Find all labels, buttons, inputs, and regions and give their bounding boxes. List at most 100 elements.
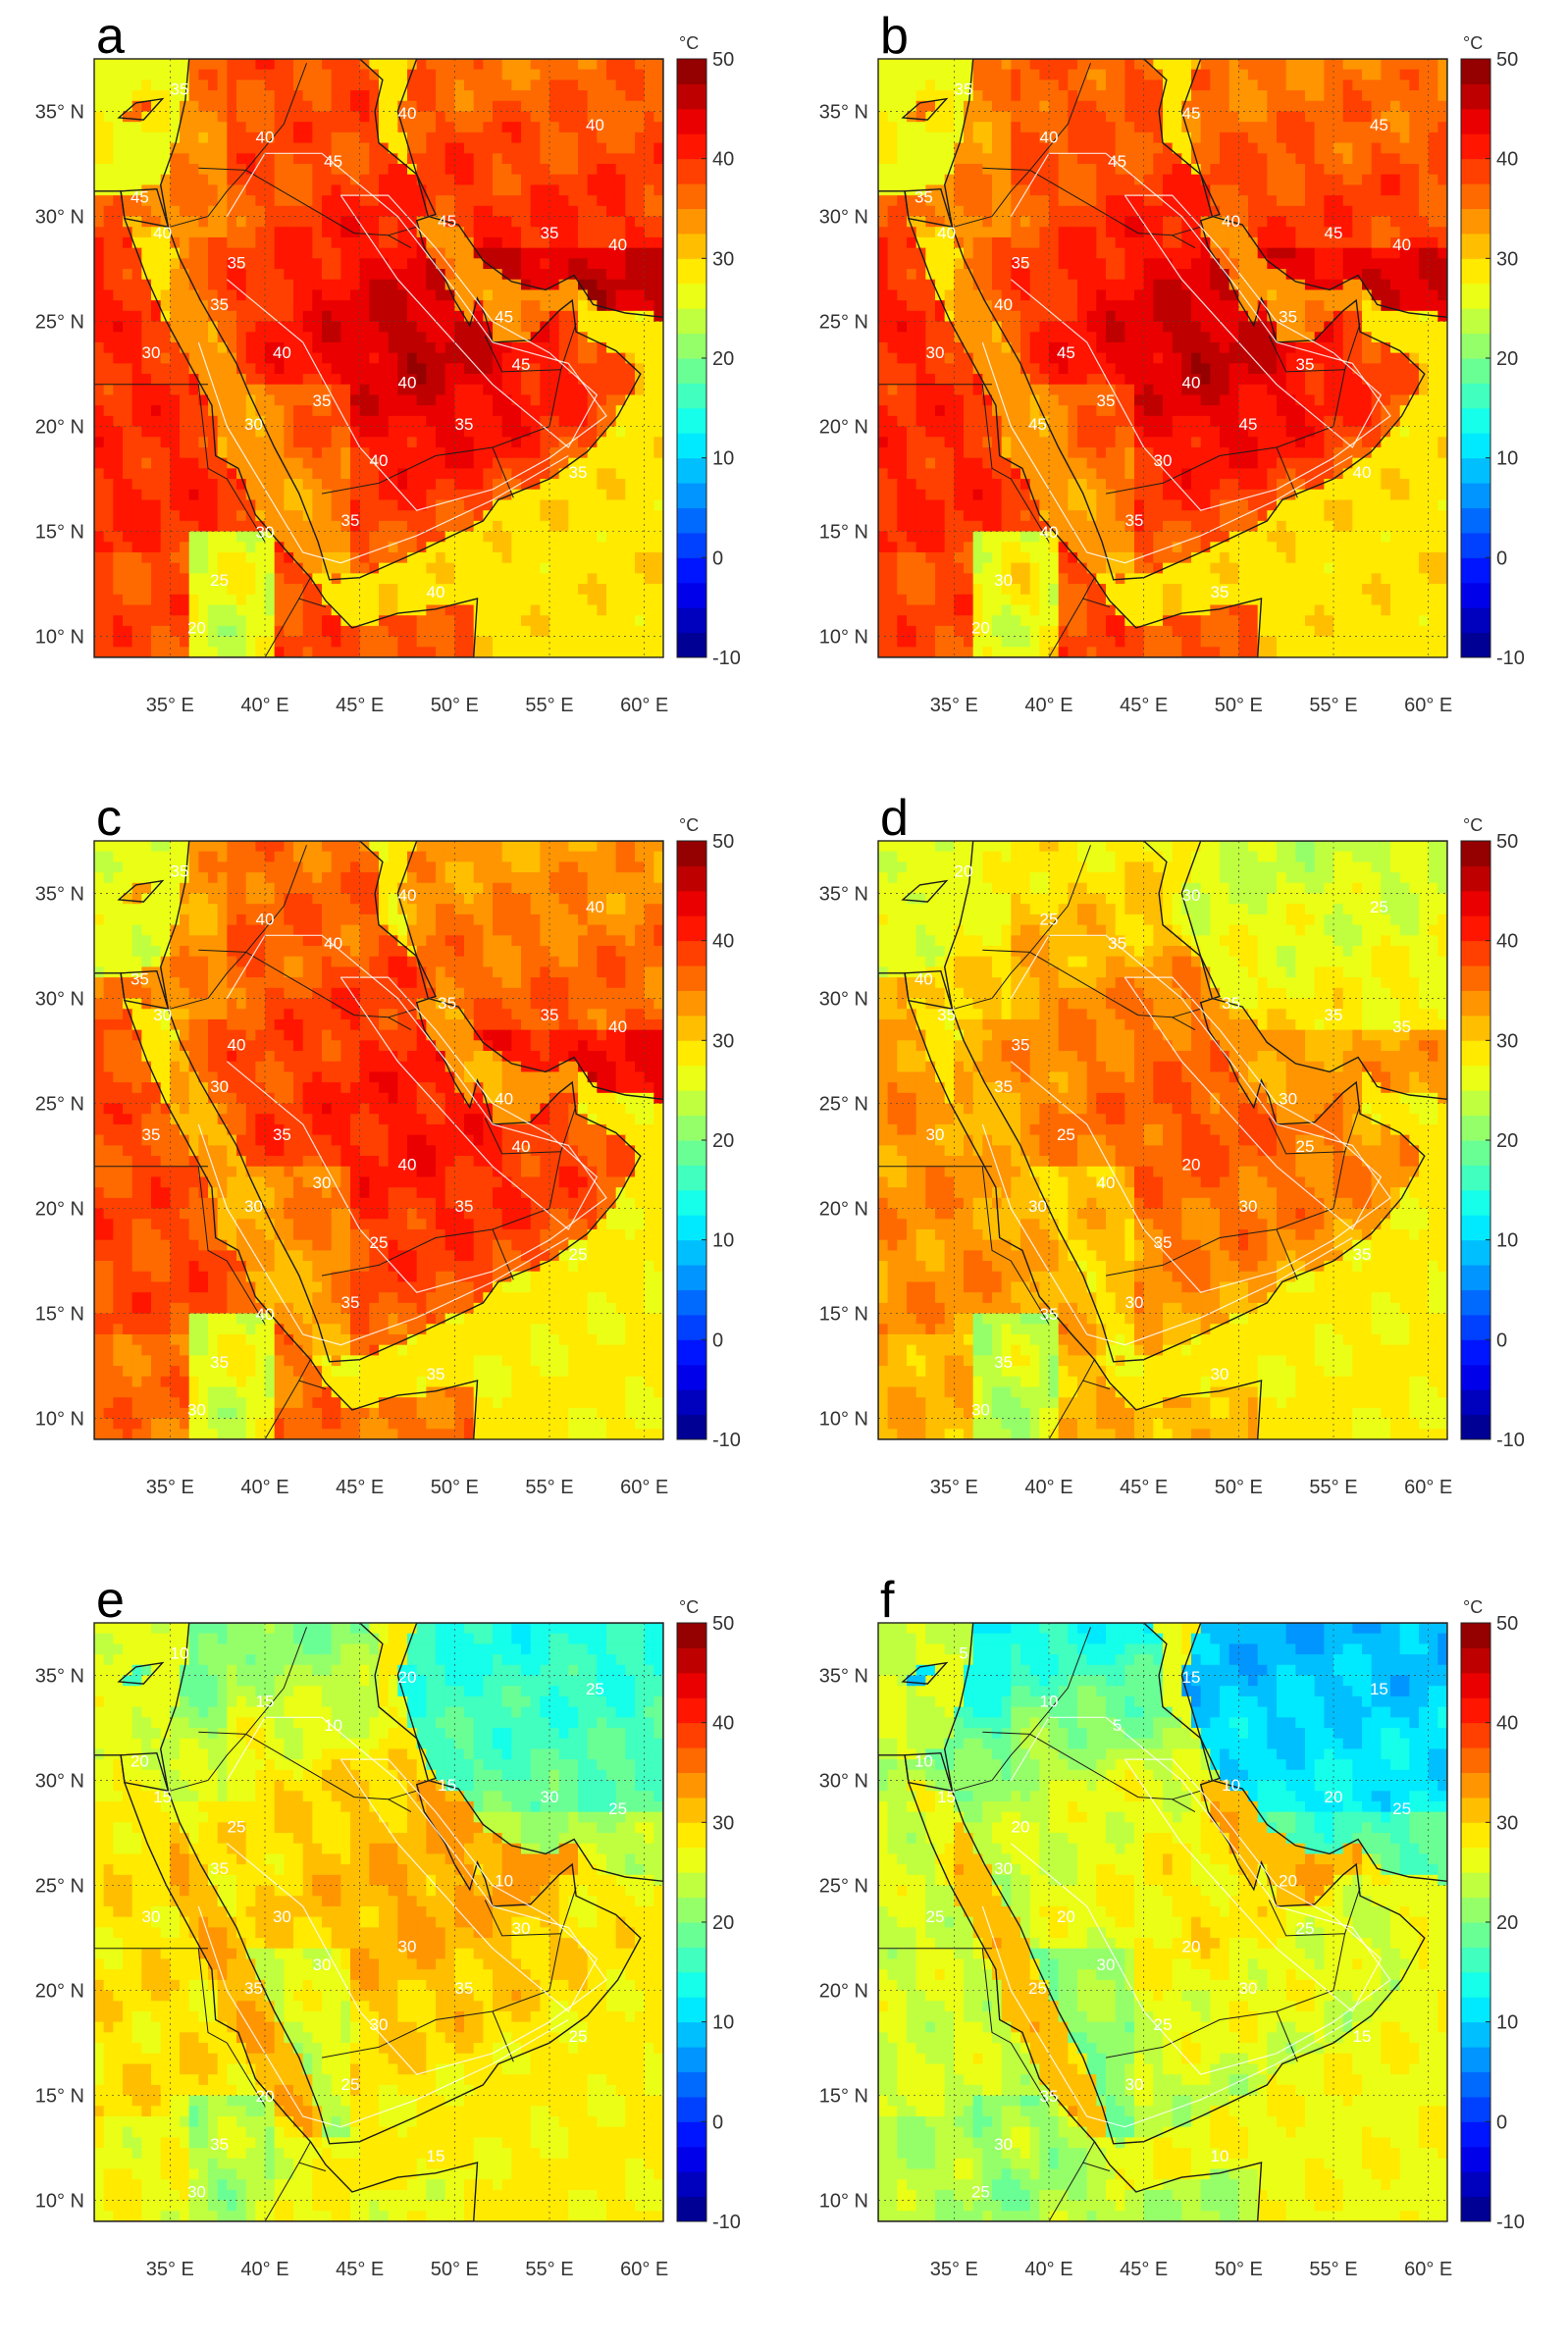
colorbar-unit: °C — [1463, 815, 1483, 835]
contour-label: 35 — [455, 1979, 474, 1998]
contour-label: 35 — [244, 1979, 263, 1998]
country-border — [954, 170, 1031, 228]
colorbar-swatch — [677, 557, 706, 584]
colorbar-tick-label: 10 — [712, 2012, 734, 2034]
contour-label: 40 — [398, 104, 417, 123]
colorbar-tick-label: 20 — [1496, 1912, 1518, 1934]
lat-tick-label: 10° N — [819, 1409, 868, 1431]
colorbar-swatch — [677, 258, 706, 285]
contour-label: 40 — [228, 1036, 246, 1055]
lon-tick-label: 50° E — [1215, 695, 1263, 716]
contour-label: 25 — [1154, 2015, 1173, 2034]
contour-label: 15 — [937, 1788, 956, 1806]
contour-label: 30 — [210, 1077, 229, 1096]
colorbar-swatch — [677, 2071, 706, 2098]
panel-svg: 3540454540354545403540353040454535303540… — [819, 8, 1525, 716]
lat-tick-label: 15° N — [819, 522, 868, 544]
contour-label: 20 — [971, 619, 990, 638]
contour-label: 40 — [398, 1156, 417, 1174]
colorbar-swatch — [1461, 407, 1490, 434]
lat-tick-label: 30° N — [819, 207, 868, 229]
colorbar-swatch — [677, 507, 706, 534]
colorbar-swatch — [1461, 308, 1490, 335]
colorbar-swatch — [1461, 1971, 1490, 1998]
contour-lines — [197, 1716, 607, 2128]
contour-label: 30 — [512, 1919, 531, 1938]
contour-labels: 1015102015102530252015253035303530302520… — [131, 1644, 627, 2202]
country-border — [981, 1166, 1050, 1325]
contour-label: 30 — [926, 1125, 945, 1144]
colorbar-swatch — [1461, 2146, 1490, 2172]
map-panel-c: 35 40 40 40 35 40 40 35 40 35 30 40 35 30 35 30 30 25 35 40… — [0, 782, 784, 1564]
contour-label: 15 — [427, 2147, 445, 2165]
country-border — [245, 1733, 417, 1800]
colorbar-tick-label: 40 — [712, 1713, 734, 1735]
colorbar-swatch — [1461, 1847, 1490, 1873]
temperature-field — [878, 1623, 1447, 2221]
coastline — [117, 1661, 165, 1685]
contour-label: 20 — [1325, 1788, 1343, 1806]
contour-label: 35 — [937, 1006, 956, 1024]
country-border — [981, 384, 1050, 543]
colorbar-swatch — [1461, 283, 1490, 309]
contour-label: 35 — [1097, 391, 1116, 410]
contour-label: 45 — [1370, 116, 1388, 134]
colorbar-swatch — [1461, 965, 1490, 991]
gridlines — [878, 59, 1447, 657]
contour-label: 30 — [926, 343, 945, 362]
contour-label: 30 — [187, 2183, 206, 2202]
lon-tick-label: 40° E — [240, 1477, 288, 1498]
colorbar-swatch — [677, 1822, 706, 1849]
temperature-field — [94, 1623, 663, 2221]
contour-line — [981, 1905, 1353, 2128]
contour-line — [197, 1905, 569, 2128]
colorbar-swatch — [1461, 2021, 1490, 2048]
colorbar-swatch — [677, 582, 706, 608]
contour-label: 25 — [971, 2183, 990, 2202]
colorbar-tick-label: -10 — [712, 1430, 741, 1451]
contour-label: 25 — [586, 1680, 604, 1698]
colorbar-swatch — [1461, 383, 1490, 409]
contour-line — [1010, 1716, 1391, 2075]
colorbar-swatch — [1461, 582, 1490, 608]
contour-label: 30 — [1239, 1197, 1258, 1216]
temperature-field — [94, 841, 663, 1439]
contour-line — [340, 1758, 599, 2012]
lat-tick-label: 30° N — [35, 989, 84, 1011]
colorbar-tick-label: 30 — [1496, 1812, 1518, 1834]
contour-label: 30 — [273, 1907, 291, 1926]
contour-label: 45 — [1325, 224, 1343, 242]
colorbar-swatch — [677, 283, 706, 309]
contour-labels: 3540404035404035403530403530353030253540… — [131, 862, 627, 1420]
contour-label: 35 — [1012, 254, 1030, 273]
country-border — [1048, 2162, 1084, 2221]
contour-line — [226, 152, 607, 511]
colorbar-swatch — [677, 1289, 706, 1316]
contour-line — [197, 1123, 569, 1346]
colorbar-swatch — [677, 1414, 706, 1440]
country-border — [388, 235, 412, 249]
lon-tick-label: 45° E — [336, 695, 384, 716]
colorbar-tick-label: 10 — [1496, 448, 1518, 470]
country-border — [198, 845, 307, 953]
contour-label: 35 — [210, 295, 229, 314]
colorbar-tick-label: -10 — [1496, 1430, 1525, 1451]
colorbar-swatch — [677, 433, 706, 459]
country-border — [264, 598, 300, 657]
colorbar-swatch — [1461, 483, 1490, 508]
lon-tick-label: 40° E — [1024, 695, 1072, 716]
contour-label: 35 — [1279, 307, 1297, 326]
colorbar-swatch — [677, 1389, 706, 1416]
contour-label: 40 — [1353, 463, 1372, 482]
colorbar-swatch — [1461, 507, 1490, 534]
lon-tick-label: 45° E — [1120, 2259, 1168, 2280]
colorbar-swatch — [1461, 1090, 1490, 1117]
colorbar-tick-label: -10 — [1496, 2212, 1525, 2233]
lat-tick-label: 35° N — [819, 884, 868, 906]
contour-label: 5 — [959, 1644, 967, 1663]
contour-label: 40 — [398, 374, 417, 392]
colorbar-tick-label: 40 — [1496, 149, 1518, 171]
colorbar-swatch — [677, 358, 706, 384]
colorbar-swatch — [1461, 358, 1490, 384]
colorbar-swatch — [1461, 158, 1490, 184]
